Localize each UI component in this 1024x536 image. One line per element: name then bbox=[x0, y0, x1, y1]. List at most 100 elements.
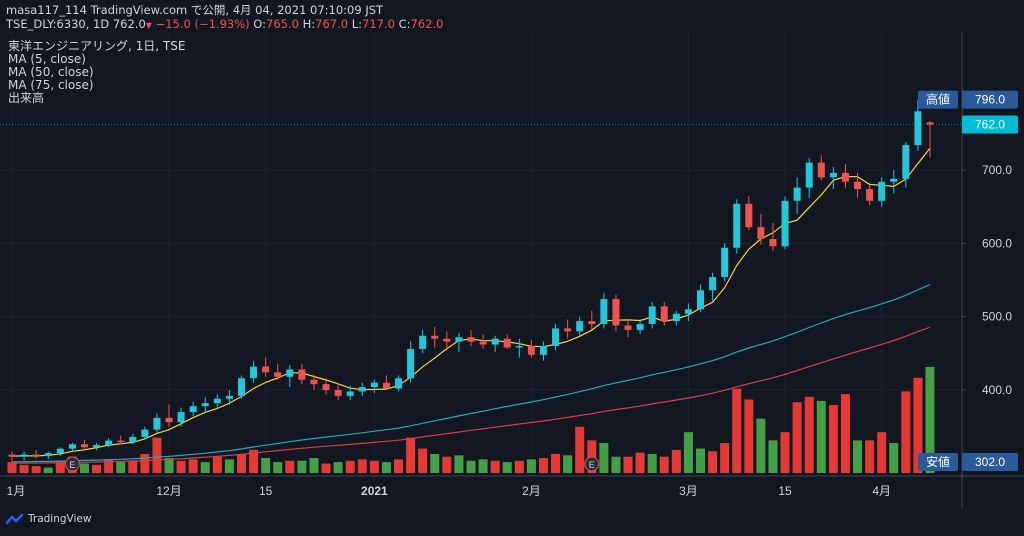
volume-bar bbox=[164, 458, 174, 473]
low-value-tag-text: 302.0 bbox=[975, 455, 1005, 469]
price-tick-label: 500.0 bbox=[982, 310, 1012, 324]
candle-body bbox=[298, 369, 306, 380]
high-value: 767.0 bbox=[315, 17, 349, 31]
candle-body bbox=[407, 348, 415, 379]
candle bbox=[757, 214, 765, 245]
volume-bar bbox=[116, 462, 126, 473]
legend-volume[interactable]: 出来高 bbox=[8, 91, 45, 105]
candle-body bbox=[322, 384, 330, 390]
candle-body bbox=[576, 321, 584, 332]
low-label-tag-text: 安値 bbox=[926, 454, 950, 469]
candle-body bbox=[648, 306, 656, 324]
volume-bar bbox=[877, 432, 887, 473]
candle-body bbox=[914, 111, 922, 146]
volume-bar bbox=[490, 460, 500, 473]
legend-ma50[interactable]: MA (50, close) bbox=[8, 65, 94, 79]
candle bbox=[56, 447, 64, 456]
volume-bar bbox=[732, 388, 742, 473]
volume-bar bbox=[635, 452, 645, 473]
volume-bar bbox=[152, 437, 162, 473]
price-chart[interactable]: E E 400.0 500.0 600.0 700.0 1月 12月 15 2021 2月 3月 15 4… bbox=[0, 32, 1024, 508]
candle-body bbox=[467, 337, 475, 342]
candle bbox=[624, 319, 632, 338]
volume-bar bbox=[828, 405, 838, 473]
candle bbox=[503, 334, 511, 349]
candle-body bbox=[189, 406, 197, 412]
earnings-label: E bbox=[589, 460, 595, 470]
candle bbox=[841, 164, 849, 188]
candle bbox=[141, 426, 149, 440]
volume-bar bbox=[261, 458, 271, 473]
candle bbox=[32, 450, 40, 459]
candle bbox=[298, 363, 306, 385]
candle-body bbox=[503, 338, 511, 348]
candle bbox=[552, 324, 560, 351]
candle bbox=[80, 439, 88, 449]
candle-body bbox=[93, 445, 101, 448]
candle bbox=[491, 335, 499, 352]
time-tick-label: 2021 bbox=[361, 484, 388, 498]
candle bbox=[588, 310, 596, 330]
volume-bar bbox=[756, 418, 766, 473]
candle-body bbox=[455, 337, 463, 342]
volume-bar bbox=[575, 426, 585, 473]
candle bbox=[793, 177, 801, 214]
low-label-tag-bg bbox=[918, 453, 958, 471]
candle-body bbox=[902, 145, 910, 179]
candle-body bbox=[624, 325, 632, 330]
candle bbox=[866, 184, 874, 206]
candle bbox=[733, 199, 741, 254]
ma75-line bbox=[11, 326, 931, 464]
high-value-tag-text: 796.0 bbox=[975, 93, 1005, 107]
legend-ma5[interactable]: MA (5, close) bbox=[8, 52, 86, 66]
close-label: C: bbox=[398, 17, 411, 31]
tradingview-logo[interactable]: TradingView bbox=[6, 513, 91, 525]
candle bbox=[165, 404, 173, 427]
volume-bar bbox=[768, 440, 778, 473]
volume-bar bbox=[865, 440, 875, 473]
volume-bar bbox=[79, 463, 89, 473]
close-value: 762.0 bbox=[410, 17, 444, 31]
candle bbox=[322, 378, 330, 395]
symbol-info: TSE_DLY:6330, 1D 762.0 bbox=[6, 17, 146, 31]
legend-ma75[interactable]: MA (75, close) bbox=[8, 78, 94, 92]
volume-bar bbox=[913, 377, 923, 473]
candle bbox=[781, 196, 789, 250]
candle-body bbox=[600, 299, 608, 324]
volume-bar bbox=[333, 462, 343, 473]
volume-bar bbox=[454, 455, 464, 473]
candle bbox=[769, 222, 777, 251]
volume-bar bbox=[840, 394, 850, 473]
candle bbox=[201, 397, 209, 412]
candle-body bbox=[395, 378, 403, 389]
candle-body bbox=[358, 387, 366, 392]
time-tick-label: 1月 bbox=[7, 484, 26, 498]
candle-body bbox=[757, 227, 765, 239]
candle-body bbox=[238, 378, 245, 396]
candle bbox=[709, 272, 717, 301]
high-label-tag-text: 高値 bbox=[926, 92, 950, 107]
candle-body bbox=[854, 181, 862, 190]
volume-bar bbox=[31, 466, 41, 473]
candle-body bbox=[878, 181, 886, 201]
price-tick-label: 600.0 bbox=[982, 236, 1012, 250]
candle bbox=[286, 365, 294, 388]
candle-body bbox=[8, 454, 16, 457]
publish-info: masa117_114 TradingView.com で公開, 4月 04, … bbox=[6, 3, 384, 17]
candle bbox=[539, 341, 547, 361]
candle-body bbox=[44, 453, 52, 456]
candle-body bbox=[443, 338, 451, 342]
volume-bar bbox=[683, 432, 693, 473]
candle bbox=[829, 167, 837, 190]
time-tick-label: 12月 bbox=[156, 484, 181, 498]
earnings-circle bbox=[64, 456, 80, 472]
candle bbox=[636, 319, 644, 335]
chart-panel[interactable]: E E 400.0 500.0 600.0 700.0 1月 12月 15 2021 2月 3月 15 4… bbox=[0, 32, 1024, 508]
candle bbox=[395, 375, 403, 392]
time-tick-label: 3月 bbox=[679, 484, 698, 498]
volume-bar bbox=[430, 453, 440, 473]
volume-bar bbox=[671, 449, 681, 473]
candle-body bbox=[419, 335, 427, 349]
candle bbox=[721, 243, 729, 282]
last-price-tag-text: 762.0 bbox=[975, 118, 1005, 132]
